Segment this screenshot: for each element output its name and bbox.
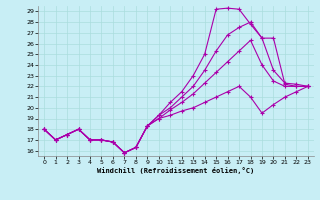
X-axis label: Windchill (Refroidissement éolien,°C): Windchill (Refroidissement éolien,°C): [97, 167, 255, 174]
